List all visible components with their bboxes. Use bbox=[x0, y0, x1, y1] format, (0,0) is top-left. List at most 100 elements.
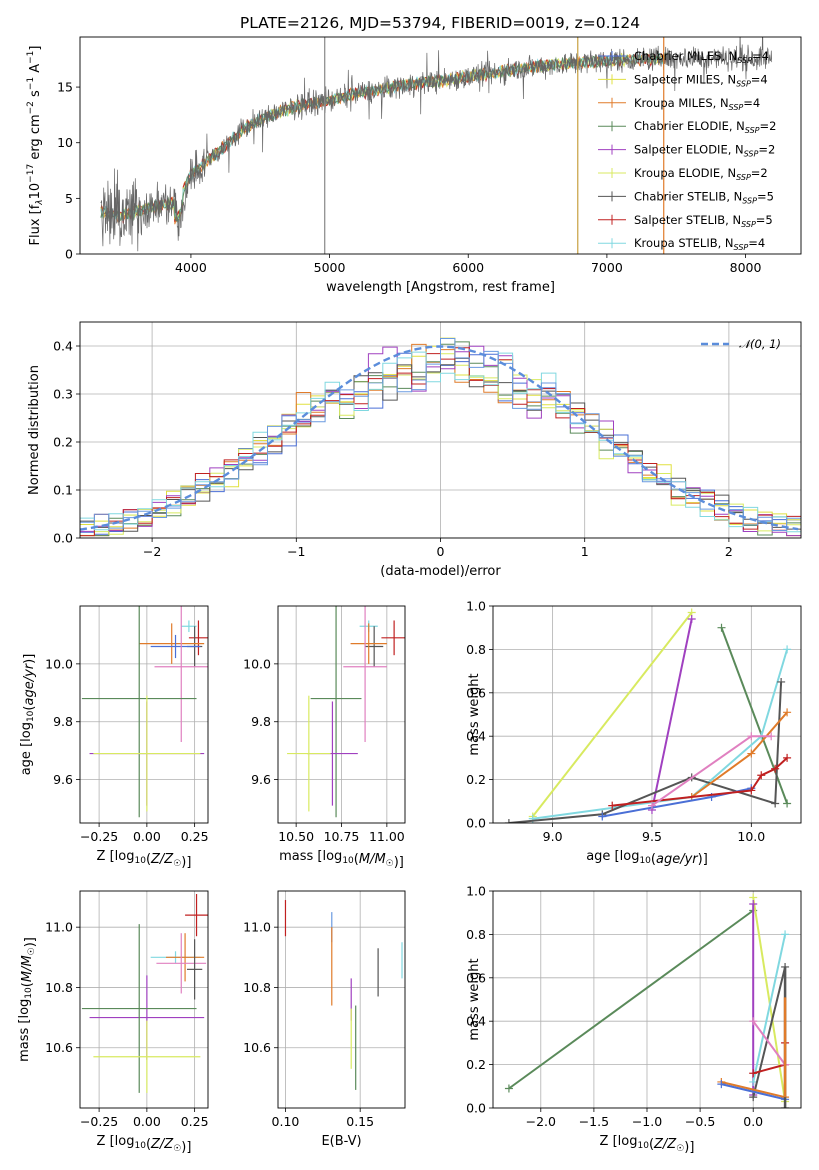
legend-sub: SSP bbox=[729, 103, 744, 112]
y-axis-label: Normed distribution bbox=[27, 365, 42, 495]
legend-sub: SSP bbox=[736, 79, 751, 88]
label-part: )] bbox=[23, 937, 38, 947]
x-axis-label: Z [log10(Z/Z☉)] bbox=[97, 1134, 192, 1155]
y-tick-label: 0.6 bbox=[466, 970, 486, 985]
label-part: Z [ bbox=[97, 849, 115, 864]
legend-count: =4 bbox=[751, 72, 768, 86]
data-marks bbox=[504, 893, 790, 1108]
legend-count: =4 bbox=[752, 49, 769, 63]
axes-frame bbox=[492, 605, 802, 824]
mass-weight-marker bbox=[647, 801, 656, 810]
legend-sub: SSP bbox=[737, 56, 752, 65]
x-tick-label: 10.0 bbox=[737, 829, 765, 844]
data-marks bbox=[81, 894, 208, 1093]
label-part: A bbox=[28, 64, 43, 77]
y-tick-label: 0.1 bbox=[53, 483, 73, 498]
x-tick-label: 10.50 bbox=[278, 829, 314, 844]
label-part: ( bbox=[146, 1137, 151, 1152]
mass-weight-marker bbox=[608, 801, 617, 810]
mass-weight-marker bbox=[717, 1080, 726, 1089]
legend-sub: SSP bbox=[734, 243, 749, 252]
mass-weight-line bbox=[752, 897, 787, 1102]
label-part: ] bbox=[28, 46, 43, 51]
x-tick-label: 0.25 bbox=[181, 1114, 209, 1129]
label-part: )] bbox=[684, 1140, 694, 1155]
mass-weight-marker bbox=[771, 764, 780, 773]
legend-label: 𝒩(0, 1) bbox=[739, 337, 781, 351]
mass-weight-marker bbox=[777, 677, 786, 686]
x-axis-label: (data-model)/error bbox=[380, 564, 501, 579]
x-tick-label: 0 bbox=[437, 544, 445, 559]
label-sub: ☉ bbox=[173, 1144, 181, 1154]
data-marks bbox=[100, 37, 773, 254]
y-tick-label: 0.3 bbox=[53, 387, 73, 402]
x-tick-label: 4000 bbox=[175, 260, 207, 275]
legend-sub: SSP bbox=[745, 126, 760, 135]
label-part: )] bbox=[181, 1140, 191, 1155]
x-axis-label: Z [log10(Z/Z☉)] bbox=[97, 849, 192, 870]
plot-area bbox=[80, 891, 208, 1108]
label-part: Z/Z bbox=[653, 1137, 677, 1152]
mass-weight-marker bbox=[717, 623, 726, 632]
axes-frame bbox=[277, 890, 406, 1109]
mass-weight-marker bbox=[783, 799, 792, 808]
y-axis-label: age [log10(age/yr)] bbox=[19, 654, 37, 776]
grid-lines bbox=[80, 606, 208, 823]
mass-weight-marker bbox=[504, 1084, 513, 1093]
mass-weight-marker bbox=[781, 930, 790, 939]
data-marks bbox=[287, 606, 405, 818]
mass-weight-marker bbox=[783, 708, 792, 717]
panel-mass-vs-ebv: 0.10 0.15 10.6 10.8 11.0 E(B-V) bbox=[243, 890, 406, 1149]
y-tick-label: 0.2 bbox=[466, 772, 486, 787]
panel-spectrum: 4000 5000 6000 7000 8000 0 5 10 15 wavelength [An… bbox=[26, 36, 802, 295]
mass-weight-line bbox=[752, 934, 787, 1083]
x-axis-label: age [log10(age/yr)] bbox=[586, 849, 708, 867]
y-tick-label: 0.2 bbox=[466, 1057, 486, 1072]
y-tick-label: 11.0 bbox=[243, 920, 271, 935]
axes-frame bbox=[79, 605, 209, 824]
y-tick-label: 15 bbox=[57, 80, 73, 95]
x-tick-label: −2 bbox=[143, 544, 161, 559]
plot-area bbox=[493, 891, 801, 1108]
x-tick-label: 0.25 bbox=[181, 829, 209, 844]
label-part: M/M bbox=[359, 852, 386, 867]
legend-count: =4 bbox=[748, 236, 765, 250]
grid-lines bbox=[278, 891, 405, 1108]
mass-weight-marker bbox=[783, 645, 792, 654]
mass-weight-marker bbox=[749, 1077, 758, 1086]
label-sub: 10 bbox=[639, 856, 651, 866]
x-tick-label: −2.0 bbox=[526, 1114, 556, 1129]
y-tick-label: 5 bbox=[65, 191, 73, 206]
legend-count: =4 bbox=[743, 96, 760, 110]
x-tick-label: 9.5 bbox=[642, 829, 662, 844]
label-sub: 10 bbox=[24, 987, 34, 999]
plot-area bbox=[278, 606, 405, 823]
panel-massweight-vs-Z: −2.0 −1.5 −1.0 −0.5 0.0 0.0 0.2 0.4 0.6 0.8 1.0 Z [… bbox=[466, 884, 802, 1155]
mass-weight-marker bbox=[504, 819, 513, 823]
x-tick-label: 11.00 bbox=[369, 829, 405, 844]
label-part: log bbox=[17, 999, 32, 1019]
plot-area bbox=[100, 37, 773, 254]
label-part: mass [ bbox=[17, 1019, 32, 1062]
label-part: erg cm bbox=[28, 114, 43, 163]
plot-area bbox=[493, 606, 801, 823]
y-tick-label: 9.6 bbox=[251, 772, 271, 787]
mass-weight-marker bbox=[747, 749, 756, 758]
y-tick-label: 10.8 bbox=[243, 980, 271, 995]
x-tick-label: 5000 bbox=[314, 260, 346, 275]
y-tick-label: 9.8 bbox=[251, 714, 271, 729]
y-tick-label: 0.4 bbox=[466, 1014, 486, 1029]
mass-weight-marker bbox=[783, 753, 792, 762]
figure-title: PLATE=2126, MJD=53794, FIBERID=0019, z=0… bbox=[240, 14, 640, 32]
label-part: log bbox=[618, 1134, 638, 1149]
legend-count: =5 bbox=[756, 213, 773, 227]
mass-weight-line bbox=[531, 611, 693, 818]
y-axis-label: mass [log10(M/M☉)] bbox=[17, 937, 38, 1062]
label-sub: 10 bbox=[342, 856, 354, 866]
grid-lines bbox=[493, 891, 801, 1108]
panel-age-vs-mass: 10.50 10.75 11.00 9.6 9.8 10.0 mass [log10(M/M… bbox=[243, 605, 406, 870]
normal-curve bbox=[80, 345, 799, 531]
y-tick-label: 0.2 bbox=[53, 435, 73, 450]
